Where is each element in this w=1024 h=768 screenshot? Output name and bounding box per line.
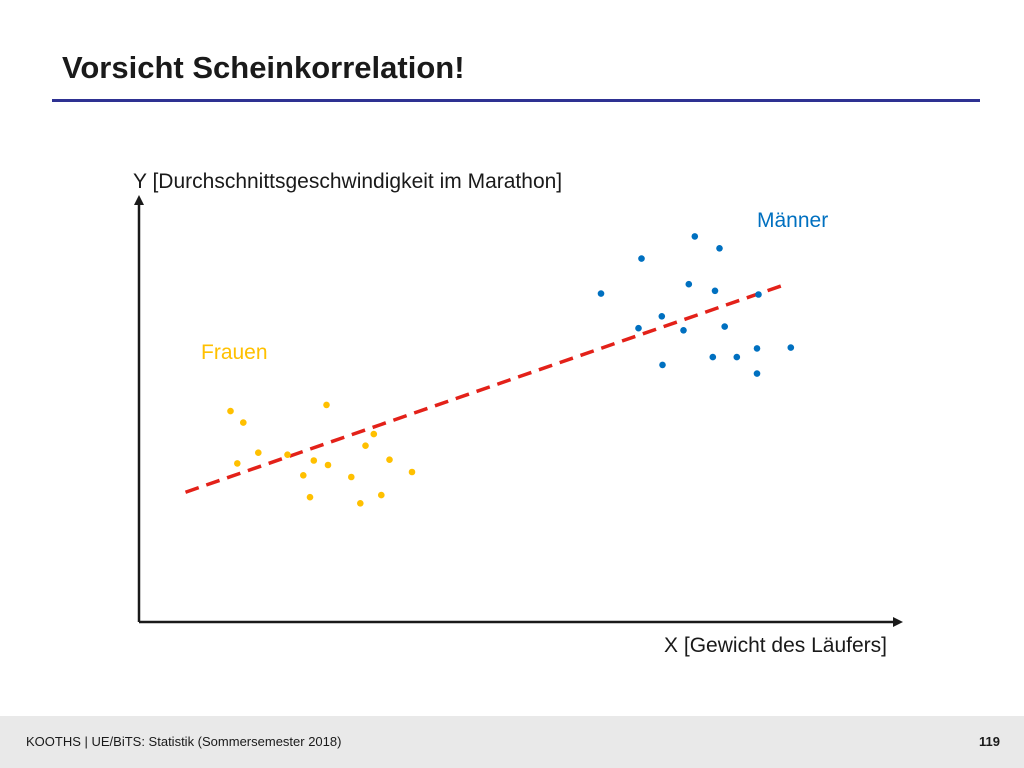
x-axis-label: X [Gewicht des Läufers] xyxy=(664,634,887,657)
trend-line xyxy=(184,282,787,494)
data-point-frauen-11 xyxy=(357,500,364,507)
data-point-maenner-1 xyxy=(635,324,642,332)
data-point-frauen-9 xyxy=(324,461,332,469)
data-point-maenner-12 xyxy=(733,353,741,361)
data-point-maenner-6 xyxy=(685,280,693,288)
data-point-maenner-8 xyxy=(709,353,717,361)
page-number: 119 xyxy=(979,734,1000,749)
legend-label-maenner: Männer xyxy=(757,209,828,232)
data-point-maenner-16 xyxy=(787,344,795,351)
data-point-frauen-2 xyxy=(240,419,247,426)
data-point-maenner-15 xyxy=(755,291,762,298)
data-point-frauen-5 xyxy=(300,472,307,479)
title-rule xyxy=(52,99,980,102)
data-point-maenner-9 xyxy=(711,287,719,295)
data-point-frauen-3 xyxy=(254,449,262,457)
data-point-frauen-15 xyxy=(386,456,393,464)
legend-label-frauen: Frauen xyxy=(201,341,268,364)
data-point-frauen-12 xyxy=(362,442,369,450)
scatter-chart: Y [Durchschnittsgeschwindigkeit im Marat… xyxy=(133,170,903,657)
footer: KOOTHS | UE/BiTS: Statistik (Sommersemes… xyxy=(0,716,1024,768)
data-point-frauen-10 xyxy=(348,473,355,481)
data-point-frauen-8 xyxy=(323,401,330,409)
data-point-frauen-0 xyxy=(227,407,234,415)
data-point-maenner-13 xyxy=(753,345,761,352)
data-point-maenner-11 xyxy=(721,323,728,330)
data-point-maenner-10 xyxy=(716,245,723,252)
slide-title: Vorsicht Scheinkorrelation! xyxy=(62,50,465,85)
data-point-maenner-14 xyxy=(753,370,761,377)
data-point-frauen-6 xyxy=(306,493,314,501)
data-point-frauen-4 xyxy=(284,451,291,459)
data-point-maenner-3 xyxy=(658,313,666,320)
data-point-frauen-1 xyxy=(234,460,241,467)
data-point-maenner-7 xyxy=(691,233,699,240)
footer-text: KOOTHS | UE/BiTS: Statistik (Sommersemes… xyxy=(26,734,342,749)
data-point-maenner-4 xyxy=(659,361,666,369)
data-point-maenner-2 xyxy=(638,255,645,262)
data-point-frauen-13 xyxy=(370,430,378,438)
y-axis-label: Y [Durchschnittsgeschwindigkeit im Marat… xyxy=(133,170,562,193)
data-point-frauen-7 xyxy=(310,457,318,464)
data-point-frauen-14 xyxy=(378,491,385,499)
data-point-frauen-16 xyxy=(408,468,416,476)
data-point-maenner-5 xyxy=(680,327,687,334)
data-point-maenner-0 xyxy=(597,290,605,297)
